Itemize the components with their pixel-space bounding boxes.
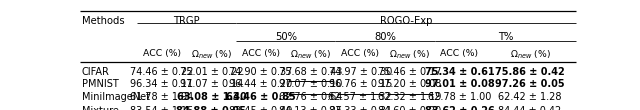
Text: TRGP: TRGP xyxy=(173,16,200,26)
Text: 75.68 ± 0.43: 75.68 ± 0.43 xyxy=(279,67,342,77)
Text: 96.34 ± 0.11: 96.34 ± 0.11 xyxy=(131,79,193,89)
Text: 84.60 ± 0.20: 84.60 ± 0.20 xyxy=(378,105,442,110)
Text: 63.08 ± 1.40: 63.08 ± 1.40 xyxy=(177,92,246,102)
Text: CIFAR: CIFAR xyxy=(82,67,110,77)
Text: $\Omega_{new}$ (%): $\Omega_{new}$ (%) xyxy=(290,49,331,61)
Text: 97.07 ± 0.14: 97.07 ± 0.14 xyxy=(180,79,243,89)
Text: ACC (%): ACC (%) xyxy=(242,49,280,58)
Text: 62.78 ± 1.00: 62.78 ± 1.00 xyxy=(428,92,491,102)
Text: 97.07 ± 0.10: 97.07 ± 0.10 xyxy=(279,79,342,89)
Text: ACC (%): ACC (%) xyxy=(341,49,380,58)
Text: 61.78 ± 1.94: 61.78 ± 1.94 xyxy=(130,92,193,102)
Text: Mixture: Mixture xyxy=(82,105,119,110)
Text: ACC (%): ACC (%) xyxy=(143,49,181,58)
Text: Methods: Methods xyxy=(82,16,125,26)
Text: 62.57 ± 1.32: 62.57 ± 1.32 xyxy=(328,92,392,102)
Text: 62.32 ± 1.19: 62.32 ± 1.19 xyxy=(378,92,442,102)
Text: 75.01 ± 0.22: 75.01 ± 0.22 xyxy=(180,67,243,77)
Text: MiniImageNet: MiniImageNet xyxy=(82,92,150,102)
Text: 84.88 ± 0.95: 84.88 ± 0.95 xyxy=(177,105,246,110)
Text: 82.45 ± 0.49: 82.45 ± 0.49 xyxy=(229,105,292,110)
Text: ACC (%): ACC (%) xyxy=(440,49,479,58)
Text: PMNIST: PMNIST xyxy=(82,79,119,89)
Text: 97.26 ± 0.05: 97.26 ± 0.05 xyxy=(495,79,565,89)
Text: T%: T% xyxy=(498,32,513,42)
Text: $\Omega_{new}$ (%): $\Omega_{new}$ (%) xyxy=(191,49,232,61)
Text: 74.90 ± 0.37: 74.90 ± 0.37 xyxy=(229,67,292,77)
Text: 74.46 ± 0.22: 74.46 ± 0.22 xyxy=(130,67,193,77)
Text: 50%: 50% xyxy=(275,32,297,42)
Text: 75.86 ± 0.42: 75.86 ± 0.42 xyxy=(495,67,565,77)
Text: 96.44 ± 0.20: 96.44 ± 0.20 xyxy=(229,79,292,89)
Text: 84.44 ± 0.42: 84.44 ± 0.42 xyxy=(499,105,562,110)
Text: 62.76 ± 0.64: 62.76 ± 0.64 xyxy=(279,92,342,102)
Text: 97.20 ± 0.08: 97.20 ± 0.08 xyxy=(378,79,442,89)
Text: 96.76 ± 0.15: 96.76 ± 0.15 xyxy=(328,79,392,89)
Text: 75.34 ± 0.61: 75.34 ± 0.61 xyxy=(424,67,494,77)
Text: 83.62 ± 0.26: 83.62 ± 0.26 xyxy=(424,105,494,110)
Text: 84.13 ± 0.25: 84.13 ± 0.25 xyxy=(279,105,342,110)
Text: $\Omega_{new}$ (%): $\Omega_{new}$ (%) xyxy=(389,49,430,61)
Text: 83.54 ± 1.15: 83.54 ± 1.15 xyxy=(130,105,193,110)
Text: $\Omega_{new}$ (%): $\Omega_{new}$ (%) xyxy=(509,49,550,61)
Text: 63.46 ± 0.85: 63.46 ± 0.85 xyxy=(226,92,296,102)
Text: ROGO-Exp: ROGO-Exp xyxy=(380,16,432,26)
Text: 75.46 ± 0.17: 75.46 ± 0.17 xyxy=(378,67,442,77)
Text: 62.42 ± 1.28: 62.42 ± 1.28 xyxy=(499,92,562,102)
Text: 83.33 ± 0.31: 83.33 ± 0.31 xyxy=(329,105,392,110)
Text: 97.01 ± 0.08: 97.01 ± 0.08 xyxy=(424,79,494,89)
Text: 74.97 ± 0.30: 74.97 ± 0.30 xyxy=(328,67,392,77)
Text: 80%: 80% xyxy=(374,32,396,42)
